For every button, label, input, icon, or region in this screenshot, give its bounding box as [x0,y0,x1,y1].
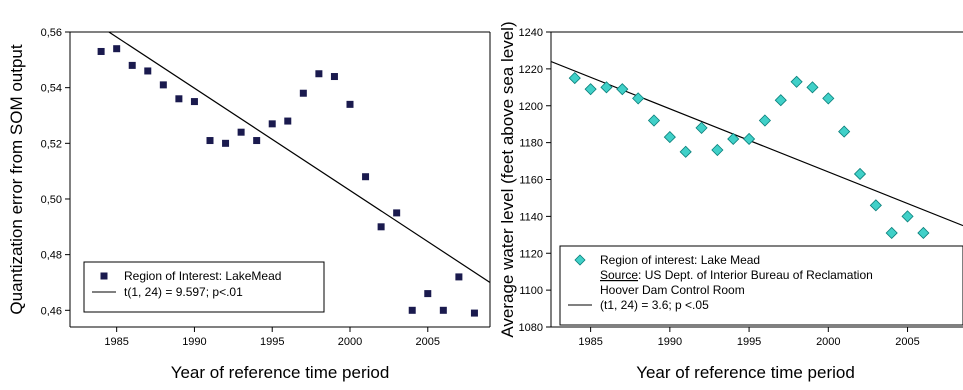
y-tick-label: 1120 [519,248,543,260]
data-point [806,81,819,94]
data-point [455,273,463,281]
legend: Region of Interest: LakeMead t(1, 24) = 9… [83,261,325,313]
y-axis-title: Average water level (feet above sea leve… [498,21,517,337]
data-point [600,81,613,94]
y-tick-label: 1200 [519,101,543,113]
data-point [869,199,882,212]
y-tick-label: 0,54 [41,83,62,95]
x-tick-label: 1985 [578,336,602,348]
chart-1: 1985 1990 1995 2000 2005 0,46 0,48 0,50 0,52 0,54… [7,27,491,382]
legend-label: Source: US Dept. of Interior Bureau of R… [600,268,873,282]
y-tick-label: 0,46 [41,305,62,317]
data-point [439,306,447,314]
data-point [253,137,261,145]
x-axis-title: Year of reference time period [171,363,390,382]
data-point [222,139,230,147]
data-point [470,309,478,317]
x-axis-title: Year of reference time period [636,363,855,382]
legend-box [559,245,963,326]
data-point [758,114,771,127]
data-point [663,131,676,144]
data-point [616,83,629,96]
data-point [113,45,121,53]
x-tick-label: 2000 [816,336,840,348]
data-point [695,121,708,134]
data-point [632,92,645,105]
data-point [299,89,307,97]
data-point [774,94,787,107]
legend-box [83,261,325,313]
data-point [159,81,167,89]
x-tick-label: 2005 [895,336,919,348]
legend-marker [574,254,586,266]
y-tick-label: 1220 [519,64,543,76]
data-point [377,223,385,231]
regression-line [108,32,490,283]
data-point [393,209,401,217]
x-tick-label: 1995 [260,336,284,348]
x-tick-label: 1990 [658,336,682,348]
data-point [901,210,914,223]
data-point [268,120,276,128]
y-tick-label: 0,56 [41,27,62,39]
data-point [822,92,835,105]
data-point [237,128,245,136]
data-point [853,167,867,181]
x-tick-label: 1995 [737,336,761,348]
data-point [727,132,740,146]
y-axis-title: Quantization error from SOM output [7,44,26,315]
regression-line [551,60,963,227]
data-point [885,226,898,240]
legend-label: Region of interest: Lake Mead [600,253,760,267]
legend-label: (t1, 24) = 3.6; p <.05 [600,298,709,312]
data-point [743,132,756,146]
data-point [315,70,323,78]
data-point [647,114,661,127]
y-tick-label: 0,50 [41,194,62,206]
data-point [790,75,803,88]
y-tick-label: 1240 [519,27,543,39]
chart-2: 1985 1990 1995 2000 2005 1080 1100 1120 1140 1160… [498,21,963,382]
data-point [711,143,724,157]
legend-label: t(1, 24) = 9.597; p<.01 [124,285,243,299]
data-point [206,137,214,145]
data-point [679,145,692,158]
data-point [144,67,152,75]
data-point [362,173,370,181]
y-tick-label: 1140 [519,211,543,223]
data-point [568,72,581,85]
data-point [97,47,105,55]
y-tick-label: 1160 [519,175,543,187]
y-tick-label: 0,48 [41,250,62,262]
legend-marker [100,272,108,280]
data-point [330,73,338,81]
legend-label: Hoover Dam Control Room [600,283,745,297]
data-point [424,290,432,298]
y-tick-label: 0,52 [41,138,62,150]
y-tick-label: 1100 [519,285,543,297]
x-tick-label: 2005 [416,336,440,348]
x-tick-label: 1990 [182,336,206,348]
data-point [346,100,354,108]
data-point [408,306,416,314]
x-tick-label: 2000 [338,336,362,348]
legend-label: Region of Interest: LakeMead [124,269,281,283]
data-point [584,83,597,96]
data-point [190,98,198,106]
x-tick-label: 1985 [104,336,128,348]
data-point [128,61,136,69]
y-tick-label: 1180 [519,138,543,150]
data-point [284,117,292,125]
data-point [175,95,183,103]
data-point [838,125,851,138]
y-tick-label: 1080 [519,322,543,334]
data-point [917,226,930,240]
